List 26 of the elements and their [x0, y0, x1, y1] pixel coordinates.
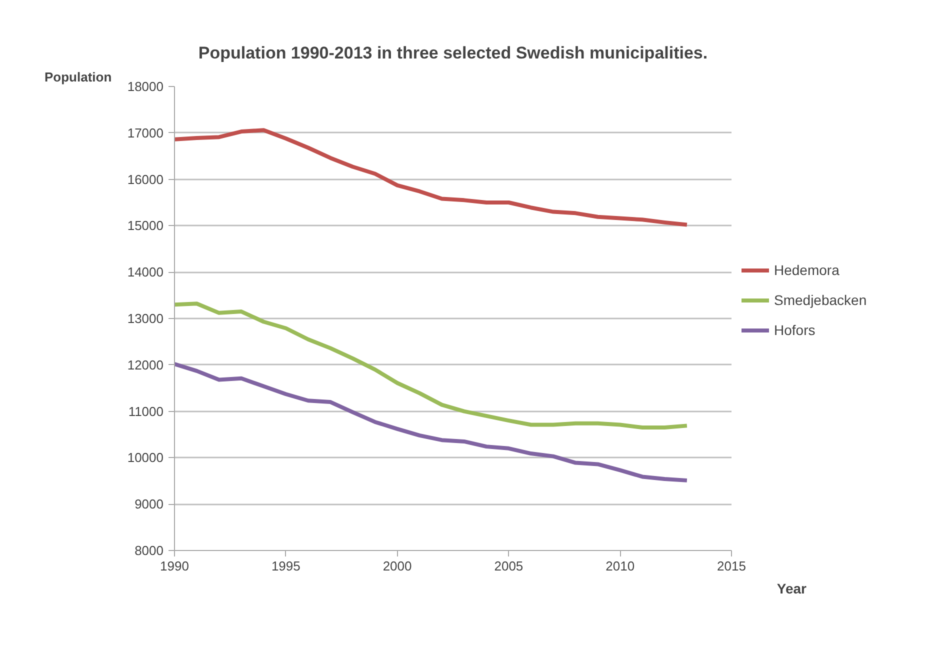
x-tick-label: 2005: [494, 558, 524, 574]
y-tick-label: 9000: [134, 496, 164, 512]
line-series: [174, 302, 689, 430]
x-tick-label: 2000: [382, 558, 412, 574]
y-tick-label: 18000: [127, 79, 164, 94]
y-tick-label: 12000: [127, 357, 164, 372]
legend-label: Hedemora: [774, 262, 840, 278]
y-tick-label: 11000: [128, 404, 164, 419]
y-tick-label: 15000: [127, 218, 164, 234]
y-tick-label: 13000: [127, 311, 164, 326]
y-tick-label: 17000: [127, 125, 164, 140]
x-tick-label: 1990: [160, 558, 189, 574]
legend-label: Hofors: [774, 322, 816, 338]
x-axis-title: Year: [776, 580, 808, 596]
x-tick-label: 2010: [606, 558, 635, 574]
x-tick-label: 1995: [271, 558, 300, 574]
x-tick-label: 2015: [717, 558, 746, 574]
y-tick-label: 10000: [127, 450, 164, 466]
legend-label: Smedjebacken: [774, 292, 867, 308]
y-axis-title: Population: [44, 70, 112, 84]
chart-title: Population 1990-2013 in three selected Swedish municipalities.: [198, 44, 708, 62]
line-series: [174, 362, 689, 482]
y-tick-label: 14000: [127, 264, 164, 280]
y-tick-label: 8000: [134, 543, 164, 558]
line-series: [174, 128, 689, 227]
y-tick-label: 16000: [127, 172, 164, 187]
